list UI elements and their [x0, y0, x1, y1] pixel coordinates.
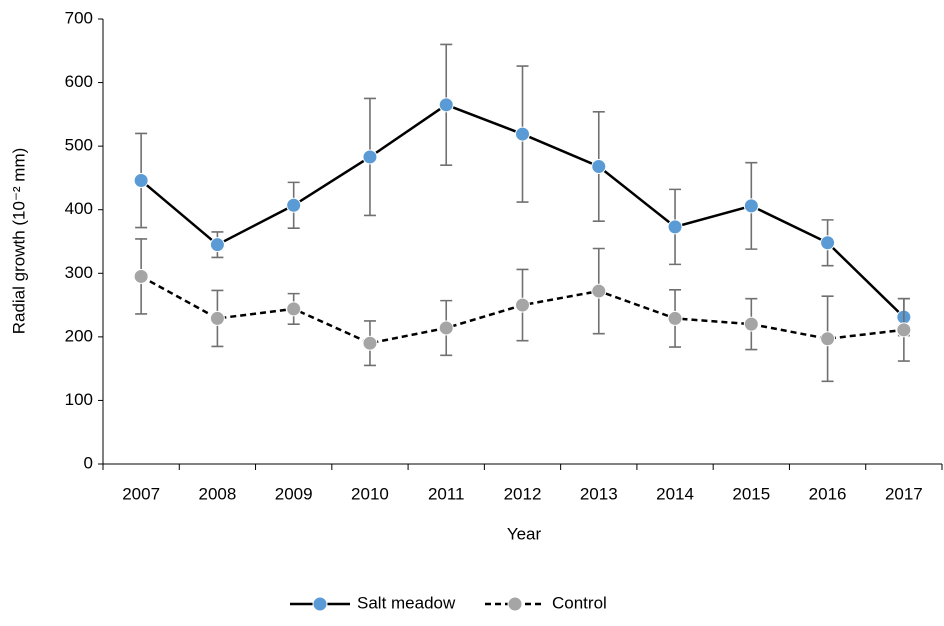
- x-tick-label: 2011: [428, 484, 465, 503]
- data-point: [591, 283, 607, 299]
- data-point: [896, 322, 912, 338]
- data-point: [515, 297, 530, 313]
- y-tick-label: 0: [84, 453, 93, 472]
- y-tick-label: 300: [65, 263, 93, 282]
- data-point: [286, 197, 302, 213]
- legend-marker: [507, 596, 523, 612]
- x-tick-label: 2008: [198, 484, 236, 503]
- x-tick-label: 2015: [732, 484, 770, 503]
- legend-label: Control: [552, 593, 607, 612]
- data-point: [515, 126, 530, 142]
- data-point: [667, 219, 683, 235]
- x-tick-label: 2013: [580, 484, 618, 503]
- data-point: [820, 235, 836, 251]
- data-point: [438, 320, 454, 336]
- y-tick-label: 100: [65, 390, 93, 409]
- data-point: [362, 149, 378, 165]
- data-point: [820, 331, 836, 347]
- data-point: [209, 237, 225, 253]
- x-tick-label: 2007: [122, 484, 160, 503]
- x-tick-label: 2010: [351, 484, 389, 503]
- data-point: [133, 172, 149, 188]
- y-tick-label: 700: [65, 8, 93, 27]
- data-point: [591, 158, 607, 174]
- x-tick-label: 2009: [275, 484, 313, 503]
- data-point: [133, 268, 149, 284]
- y-tick-label: 400: [65, 199, 93, 218]
- y-tick-label: 500: [65, 136, 93, 155]
- x-tick-label: 2014: [656, 484, 694, 503]
- data-point: [743, 316, 759, 332]
- data-point: [286, 301, 302, 317]
- y-axis-title: Radial growth (10⁻² mm): [9, 148, 28, 335]
- data-point: [438, 97, 454, 113]
- data-point: [667, 310, 683, 326]
- data-point: [362, 335, 378, 351]
- data-point: [743, 198, 759, 214]
- y-tick-label: 600: [65, 72, 93, 91]
- data-point: [209, 310, 225, 326]
- x-tick-label: 2012: [504, 484, 542, 503]
- legend-marker: [312, 596, 328, 612]
- y-tick-label: 200: [65, 326, 93, 345]
- x-tick-label: 2016: [809, 484, 847, 503]
- legend-label: Salt meadow: [357, 593, 456, 612]
- x-axis-title: Year: [507, 524, 542, 543]
- x-tick-label: 2017: [885, 484, 923, 503]
